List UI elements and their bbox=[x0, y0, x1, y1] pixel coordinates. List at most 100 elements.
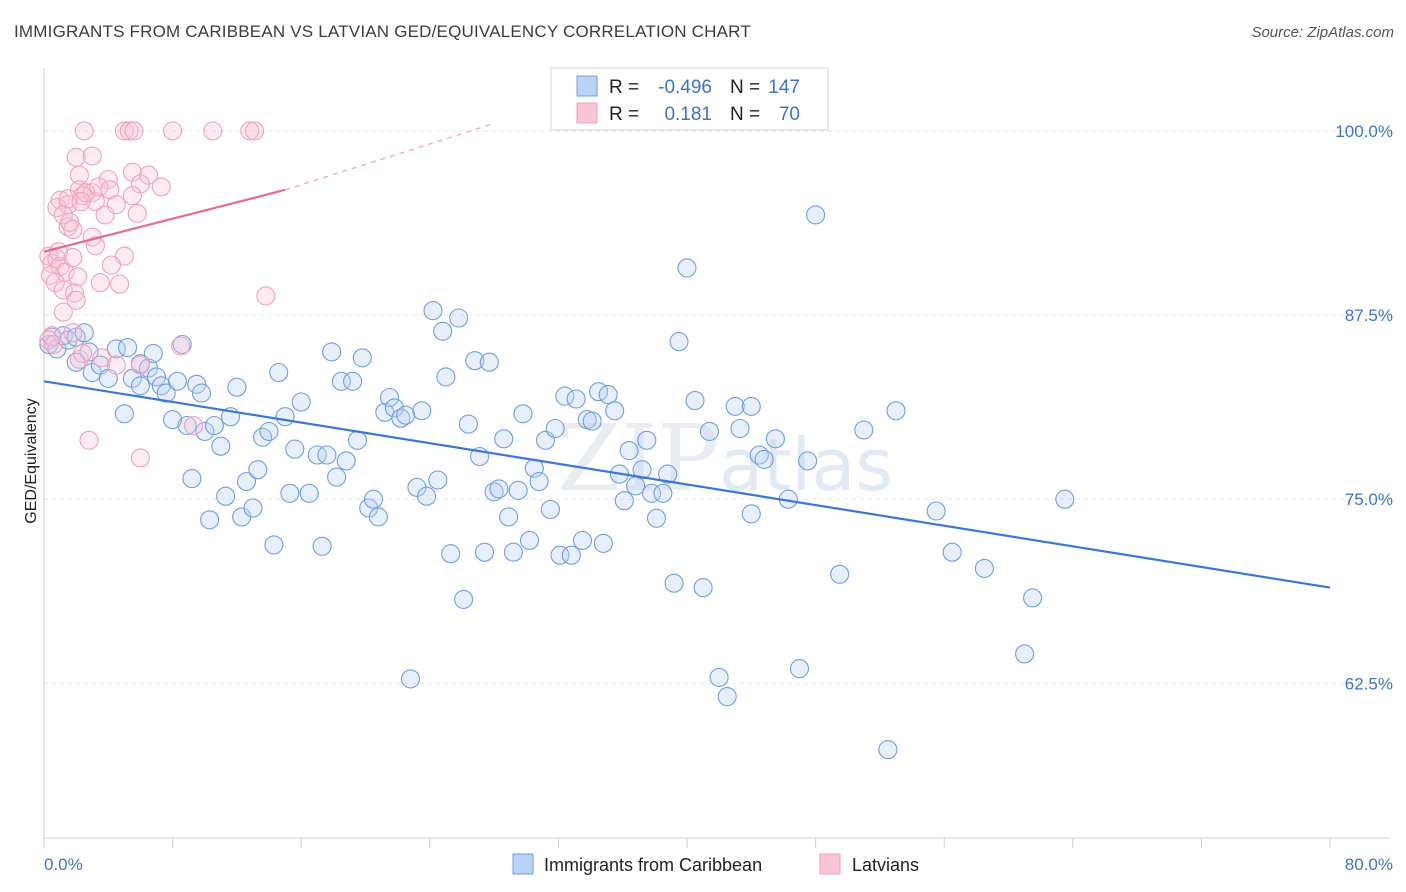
caribbean-point-25 bbox=[182, 469, 202, 489]
caribbean-point-136 bbox=[886, 401, 906, 421]
latvians-point-60 bbox=[79, 430, 99, 450]
caribbean-point-109 bbox=[626, 476, 646, 496]
caribbean-point-138 bbox=[974, 558, 994, 578]
caribbean-point-131 bbox=[789, 659, 810, 679]
caribbean-point-36 bbox=[236, 471, 257, 492]
caribbean-point-118 bbox=[677, 258, 697, 278]
series-caribbean-points bbox=[39, 205, 1075, 760]
latvians-point-2 bbox=[119, 121, 139, 141]
caribbean-point-112 bbox=[642, 483, 662, 503]
axes bbox=[43, 68, 1390, 848]
latvians-point-6 bbox=[240, 121, 260, 141]
caribbean-point-98 bbox=[566, 389, 586, 409]
latvians-point-38 bbox=[63, 248, 83, 268]
caribbean-point-54 bbox=[336, 451, 356, 471]
caribbean-point-110 bbox=[632, 460, 652, 480]
latvians-point-23 bbox=[122, 186, 142, 206]
caribbean-point-74 bbox=[441, 544, 461, 564]
caribbean-point-135 bbox=[854, 420, 874, 440]
caribbean-point-132 bbox=[798, 451, 818, 471]
latvians-point-11 bbox=[98, 169, 118, 190]
caribbean-point-75 bbox=[449, 308, 469, 328]
caribbean-point-41 bbox=[264, 535, 284, 555]
latvians-point-43 bbox=[53, 280, 73, 300]
latvians-point-54 bbox=[69, 349, 89, 369]
caribbean-point-68 bbox=[412, 401, 432, 421]
caribbean-point-42 bbox=[269, 362, 289, 383]
latvians-point-26 bbox=[95, 205, 115, 225]
caribbean-point-56 bbox=[347, 430, 368, 450]
caribbean-point-73 bbox=[436, 367, 456, 387]
caribbean-point-114 bbox=[653, 483, 673, 503]
grid-lines bbox=[44, 130, 1390, 684]
caribbean-point-63 bbox=[384, 398, 404, 418]
caribbean-point-6 bbox=[74, 323, 94, 343]
caribbean-point-29 bbox=[200, 510, 220, 530]
caribbean-point-76 bbox=[454, 589, 474, 609]
latvians-point-53 bbox=[44, 334, 64, 355]
caribbean-point-123 bbox=[717, 687, 737, 707]
caribbean-point-46 bbox=[291, 392, 311, 412]
y-tick-label-1: 75.0% bbox=[1345, 490, 1393, 509]
latvians-point-14 bbox=[130, 174, 150, 194]
latvians-point-61 bbox=[130, 448, 150, 468]
legend-n-value-1: 147 bbox=[768, 77, 800, 98]
caribbean-point-28 bbox=[195, 421, 215, 441]
watermark-atlas: atlas bbox=[719, 423, 893, 507]
caribbean-point-38 bbox=[248, 460, 268, 480]
caribbean-point-91 bbox=[529, 471, 549, 492]
watermark: ZIPatlas bbox=[557, 405, 893, 512]
latvians-point-8 bbox=[66, 147, 86, 167]
caribbean-point-85 bbox=[499, 507, 519, 527]
y-tick-label-2: 87.5% bbox=[1345, 306, 1393, 325]
caribbean-point-72 bbox=[433, 321, 453, 341]
series-legend-label-caribbean: Immigrants from Caribbean bbox=[544, 855, 762, 875]
latvians-point-57 bbox=[106, 355, 126, 375]
caribbean-point-133 bbox=[806, 205, 826, 225]
caribbean-point-65 bbox=[396, 405, 416, 425]
y-axis-label: GED/Equivalency bbox=[23, 398, 40, 523]
latvians-point-69 bbox=[100, 180, 120, 200]
legend-r-label-1: R = bbox=[609, 77, 639, 98]
latvians-point-15 bbox=[151, 177, 171, 197]
latvians-point-4 bbox=[163, 121, 183, 141]
x-tick-label-0: 0.0% bbox=[44, 855, 83, 874]
caribbean-point-89 bbox=[519, 530, 540, 550]
caribbean-point-86 bbox=[503, 542, 523, 562]
caribbean-point-137 bbox=[942, 542, 962, 562]
legend-r-label-2: R = bbox=[609, 104, 639, 125]
caribbean-point-21 bbox=[163, 410, 183, 430]
caribbean-point-140 bbox=[1023, 588, 1043, 608]
series-legend-swatch-blue bbox=[512, 853, 534, 875]
caribbean-point-60 bbox=[368, 507, 388, 527]
caribbean-point-45 bbox=[285, 439, 305, 459]
latvians-point-9 bbox=[82, 146, 102, 166]
latvians-point-27 bbox=[127, 203, 147, 223]
source-label: Source: ZipAtlas.com bbox=[1251, 24, 1394, 41]
latvians-point-31 bbox=[85, 236, 105, 256]
caribbean-point-24 bbox=[177, 415, 197, 436]
legend-n-label-1: N = bbox=[730, 77, 760, 98]
latvians-point-62 bbox=[183, 415, 204, 436]
caribbean-point-113 bbox=[646, 508, 667, 528]
caribbean-point-30 bbox=[204, 415, 224, 436]
y-tick-label-3: 100.0% bbox=[1335, 122, 1393, 141]
caribbean-point-44 bbox=[280, 483, 300, 503]
caribbean-point-84 bbox=[494, 429, 514, 449]
caribbean-point-66 bbox=[400, 669, 421, 689]
caribbean-point-111 bbox=[637, 430, 657, 450]
caribbean-point-20 bbox=[156, 383, 176, 403]
caribbean-point-34 bbox=[227, 377, 247, 397]
latvians-point-59 bbox=[171, 336, 191, 356]
y-tick-label-0: 62.5% bbox=[1345, 674, 1393, 693]
caribbean-point-26 bbox=[187, 374, 207, 394]
caribbean-point-119 bbox=[685, 390, 705, 411]
latvians-point-3 bbox=[124, 121, 144, 141]
caribbean-point-93 bbox=[540, 499, 560, 520]
caribbean-point-107 bbox=[614, 491, 634, 511]
trend-line-latvians bbox=[43, 188, 286, 253]
caribbean-point-142 bbox=[1055, 489, 1075, 509]
caribbean-point-55 bbox=[343, 371, 363, 391]
legend-swatch-pink bbox=[576, 102, 598, 124]
